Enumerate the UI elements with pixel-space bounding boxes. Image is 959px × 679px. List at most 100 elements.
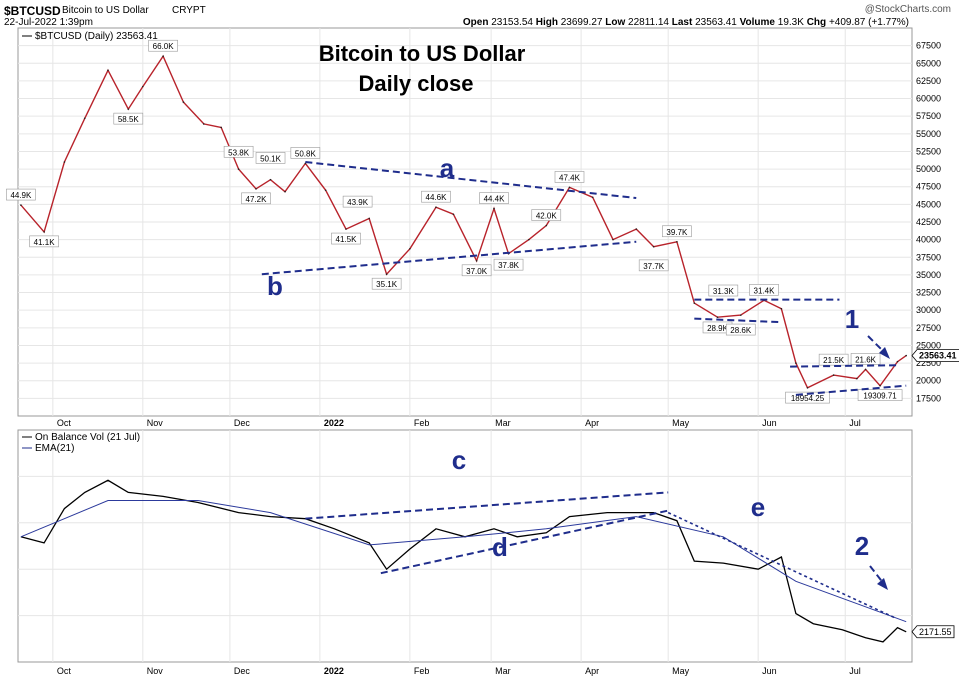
price-tick-label: 55000: [916, 129, 941, 139]
price-legend: $BTCUSD (Daily) 23563.41: [35, 31, 158, 42]
price-point: [385, 273, 388, 276]
annotation-label: 31.4K: [754, 286, 776, 295]
arrow-2-head: [877, 578, 888, 590]
annotation-label: 37.8K: [498, 261, 520, 270]
price-point: [43, 231, 45, 233]
annotation-label: 19309.71: [863, 392, 897, 401]
annotation-box: [638, 259, 669, 272]
high-label: High: [535, 17, 558, 28]
price-point: [612, 238, 614, 241]
annotation-label: 47.4K: [559, 173, 581, 182]
price-tick-label: 27500: [916, 323, 941, 333]
obv-legend: On Balance Vol (21 Jul): [35, 432, 140, 443]
price-x-tick-label: 2022: [324, 418, 344, 428]
price-point: [905, 354, 907, 357]
price-point: [107, 69, 109, 72]
price-tick-label: 37500: [916, 252, 941, 262]
annotation-box: [223, 145, 254, 158]
open-label: Open: [462, 17, 489, 28]
price-point: [345, 228, 347, 230]
annotation-box: [493, 258, 524, 271]
header-exchange: CRYPT: [172, 5, 206, 16]
obv-x-tick-label: Feb: [414, 666, 430, 676]
price-point: [856, 377, 858, 380]
annotation-box: [461, 264, 492, 277]
trendline-a: [305, 161, 637, 200]
annotation-label: 37.7K: [643, 262, 665, 271]
last-value-label: 23563.41: [919, 351, 957, 361]
annotation-box: [241, 192, 271, 205]
chart-subtitle: Daily close: [359, 71, 474, 96]
price-point: [20, 204, 22, 206]
annotation-box: [479, 192, 509, 204]
price-point: [896, 360, 899, 363]
price-x-tick-label: Apr: [585, 418, 599, 428]
open-value: 23153.54: [491, 17, 533, 28]
price-point: [324, 189, 327, 192]
annotation-label: 58.5K: [118, 115, 140, 124]
arrow-1: [867, 335, 887, 355]
callout-c: c: [452, 445, 466, 475]
volume-value: 19.3K: [777, 17, 804, 28]
price-point: [269, 178, 272, 181]
last-value: 23563.41: [695, 17, 737, 28]
obv-x-tick-label: Oct: [57, 666, 72, 676]
price-point: [832, 374, 835, 376]
low-label: Low: [605, 17, 626, 28]
annotation-box: [342, 195, 373, 208]
price-tick-label: 62500: [916, 76, 941, 86]
callout-e: e: [751, 492, 765, 522]
annotation-label: 41.1K: [34, 238, 56, 247]
obv-x-tick-label: Apr: [585, 666, 599, 676]
obv-x-tick-label: Nov: [147, 666, 164, 676]
price-point: [879, 384, 881, 387]
obv-x-tick-label: Jun: [762, 666, 777, 676]
price-point: [182, 101, 185, 103]
annotation-box: [857, 389, 903, 401]
price-point: [255, 188, 257, 190]
price-tick-label: 57500: [916, 111, 941, 121]
obv-x-tick-label: May: [672, 666, 690, 676]
annotation-label: 21.5K: [823, 356, 845, 365]
annotation-box: [749, 284, 779, 296]
price-tick-label: 65000: [916, 58, 941, 68]
annotation-label: 28.9K: [707, 324, 729, 333]
annotation-box: [331, 232, 361, 245]
obv-last-value-tag: [911, 625, 955, 639]
annotation-label: 47.2K: [246, 195, 268, 204]
price-tick-label: 47500: [916, 182, 941, 192]
obv-x-tick-label: Jul: [849, 666, 861, 676]
header-symbol: $BTCUSD: [4, 4, 61, 18]
annotation-label: 18954.25: [791, 394, 825, 403]
price-point: [591, 196, 594, 199]
arrow-1-head: [879, 347, 890, 359]
obv-plot-frame: [17, 429, 913, 663]
annotation-label: 28.6K: [730, 326, 752, 335]
price-x-tick-label: Dec: [234, 418, 251, 428]
price-x-tick-label: Feb: [414, 418, 430, 428]
price-point: [545, 224, 548, 227]
annotation-box: [662, 225, 692, 238]
annotation-label: 44.6K: [426, 193, 448, 202]
annotation-label: 42.0K: [536, 212, 558, 221]
obv-last-value-label: 2171.55: [919, 627, 952, 637]
price-point: [127, 108, 130, 110]
price-x-tick-label: Jul: [849, 418, 861, 428]
annotation-box: [6, 188, 36, 201]
price-point: [806, 386, 809, 389]
obv-series-line: [20, 479, 907, 643]
arrow-2: [869, 565, 885, 585]
price-point: [435, 206, 437, 208]
price-x-tick-label: May: [672, 418, 690, 428]
annotation-box: [850, 353, 881, 365]
price-point: [493, 207, 495, 210]
price-tick-label: 50000: [916, 164, 941, 174]
price-tick-label: 52500: [916, 146, 941, 156]
annotation-box: [554, 171, 585, 183]
annotation-label: 44.9K: [10, 191, 32, 200]
price-point: [162, 55, 164, 58]
price-tick-label: 32500: [916, 288, 941, 298]
price-point: [652, 245, 655, 248]
annotation-box: [148, 39, 178, 52]
last-label: Last: [671, 17, 693, 28]
